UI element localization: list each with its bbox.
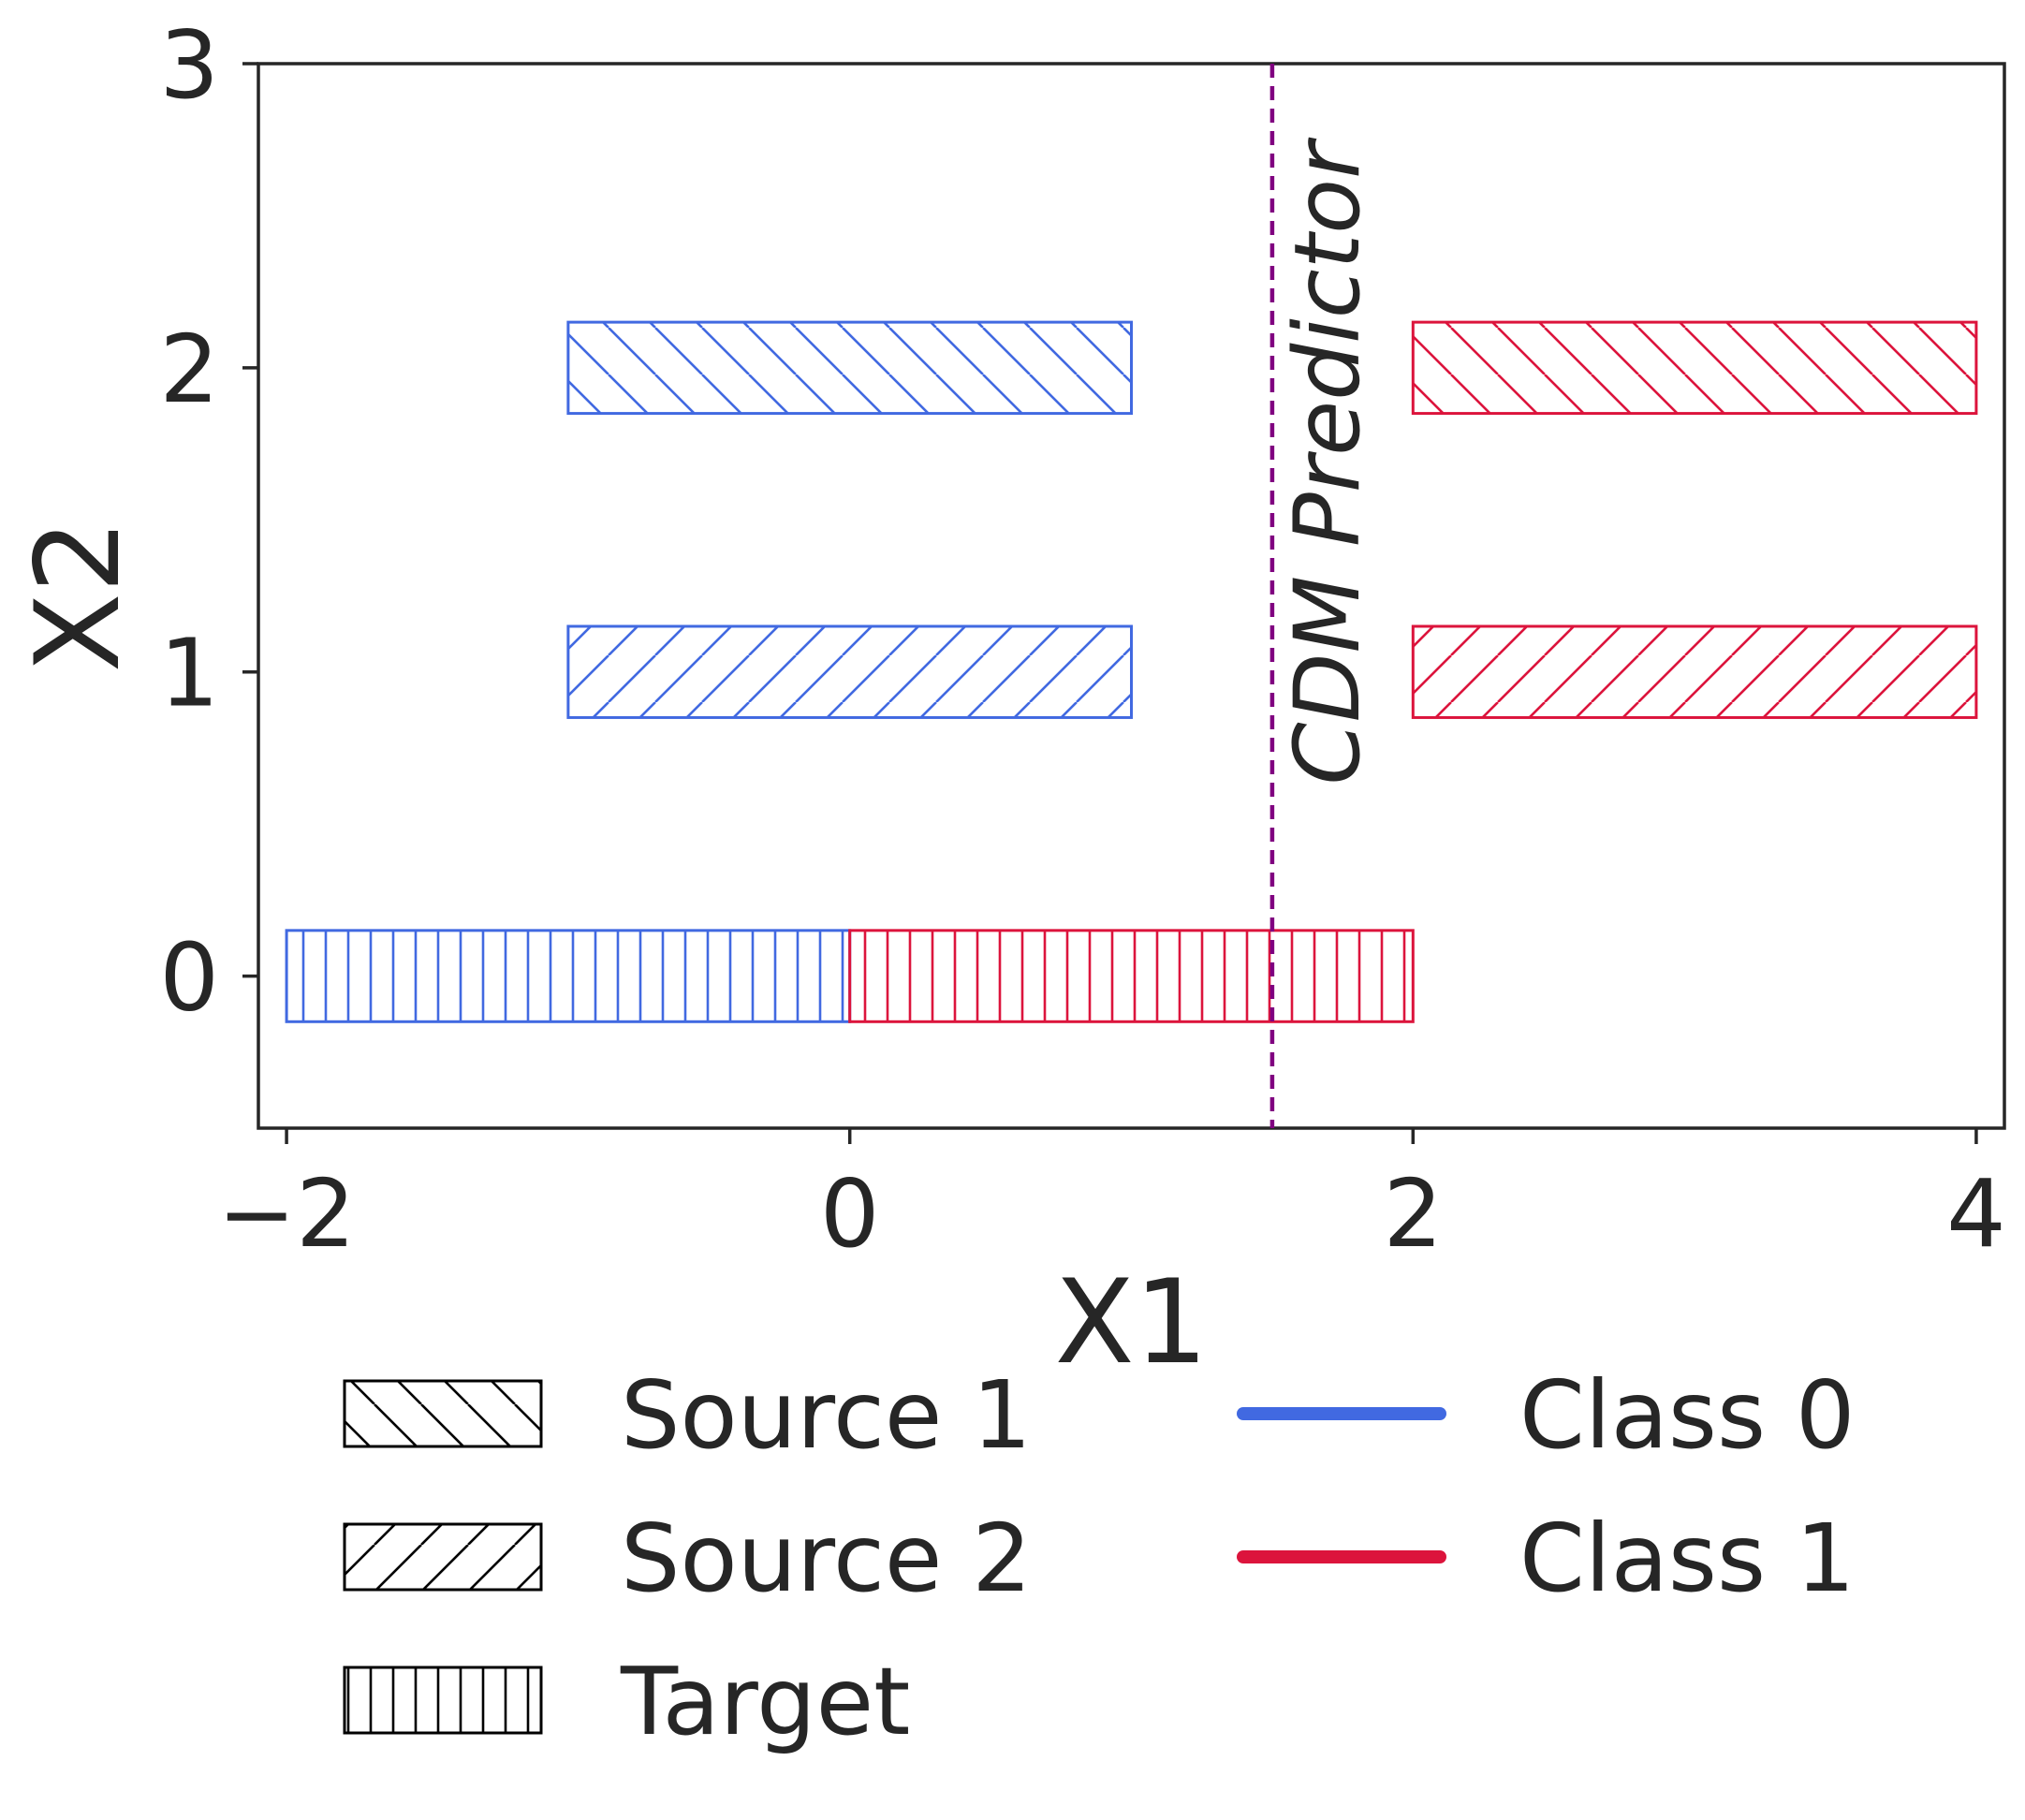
y-tick-label: 1 <box>159 619 219 728</box>
legend: Source 1 Source 2 Target Class 0 Class 1 <box>343 1360 1856 1756</box>
legend-label-source-1: Source 1 <box>621 1360 1032 1470</box>
legend-swatch-target <box>343 1666 543 1735</box>
bar-source-2-class-1 <box>1411 624 1978 719</box>
x-tick-label: 0 <box>820 1159 880 1269</box>
bar-source-1-class-0 <box>566 320 1133 416</box>
y-tick-label: 3 <box>159 10 219 120</box>
legend-swatch-source-2 <box>343 1522 543 1592</box>
plot-frame <box>257 62 2006 1130</box>
y-axis: 0 1 2 3 <box>159 10 258 1033</box>
y-tick-label: 0 <box>159 923 219 1033</box>
plot-area <box>285 320 1978 1023</box>
y-axis-title: X2 <box>11 520 146 673</box>
legend-label-class-1: Class 1 <box>1519 1504 1856 1613</box>
cdm-predictor-label: CDM Predictor <box>1275 137 1380 785</box>
annotations: CDM Predictor <box>1269 64 1380 1128</box>
legend-label-source-2: Source 2 <box>621 1504 1032 1613</box>
legend-label-class-0: Class 0 <box>1519 1360 1856 1470</box>
bar-target-class-1 <box>848 929 1415 1023</box>
x-tick-label: 2 <box>1383 1159 1443 1269</box>
x-tick-label: 4 <box>1946 1159 2006 1269</box>
x-axis-title: X1 <box>1055 1255 1209 1390</box>
legend-swatch-source-1 <box>343 1379 543 1448</box>
y-tick-label: 2 <box>159 315 219 424</box>
x-axis: −2 0 2 4 <box>217 1128 2006 1269</box>
bar-source-1-class-1 <box>1411 320 1978 416</box>
x-tick-label: −2 <box>217 1159 355 1269</box>
bar-source-2-class-0 <box>566 624 1133 719</box>
bar-target-class-0 <box>285 929 852 1023</box>
legend-label-target: Target <box>620 1647 910 1756</box>
